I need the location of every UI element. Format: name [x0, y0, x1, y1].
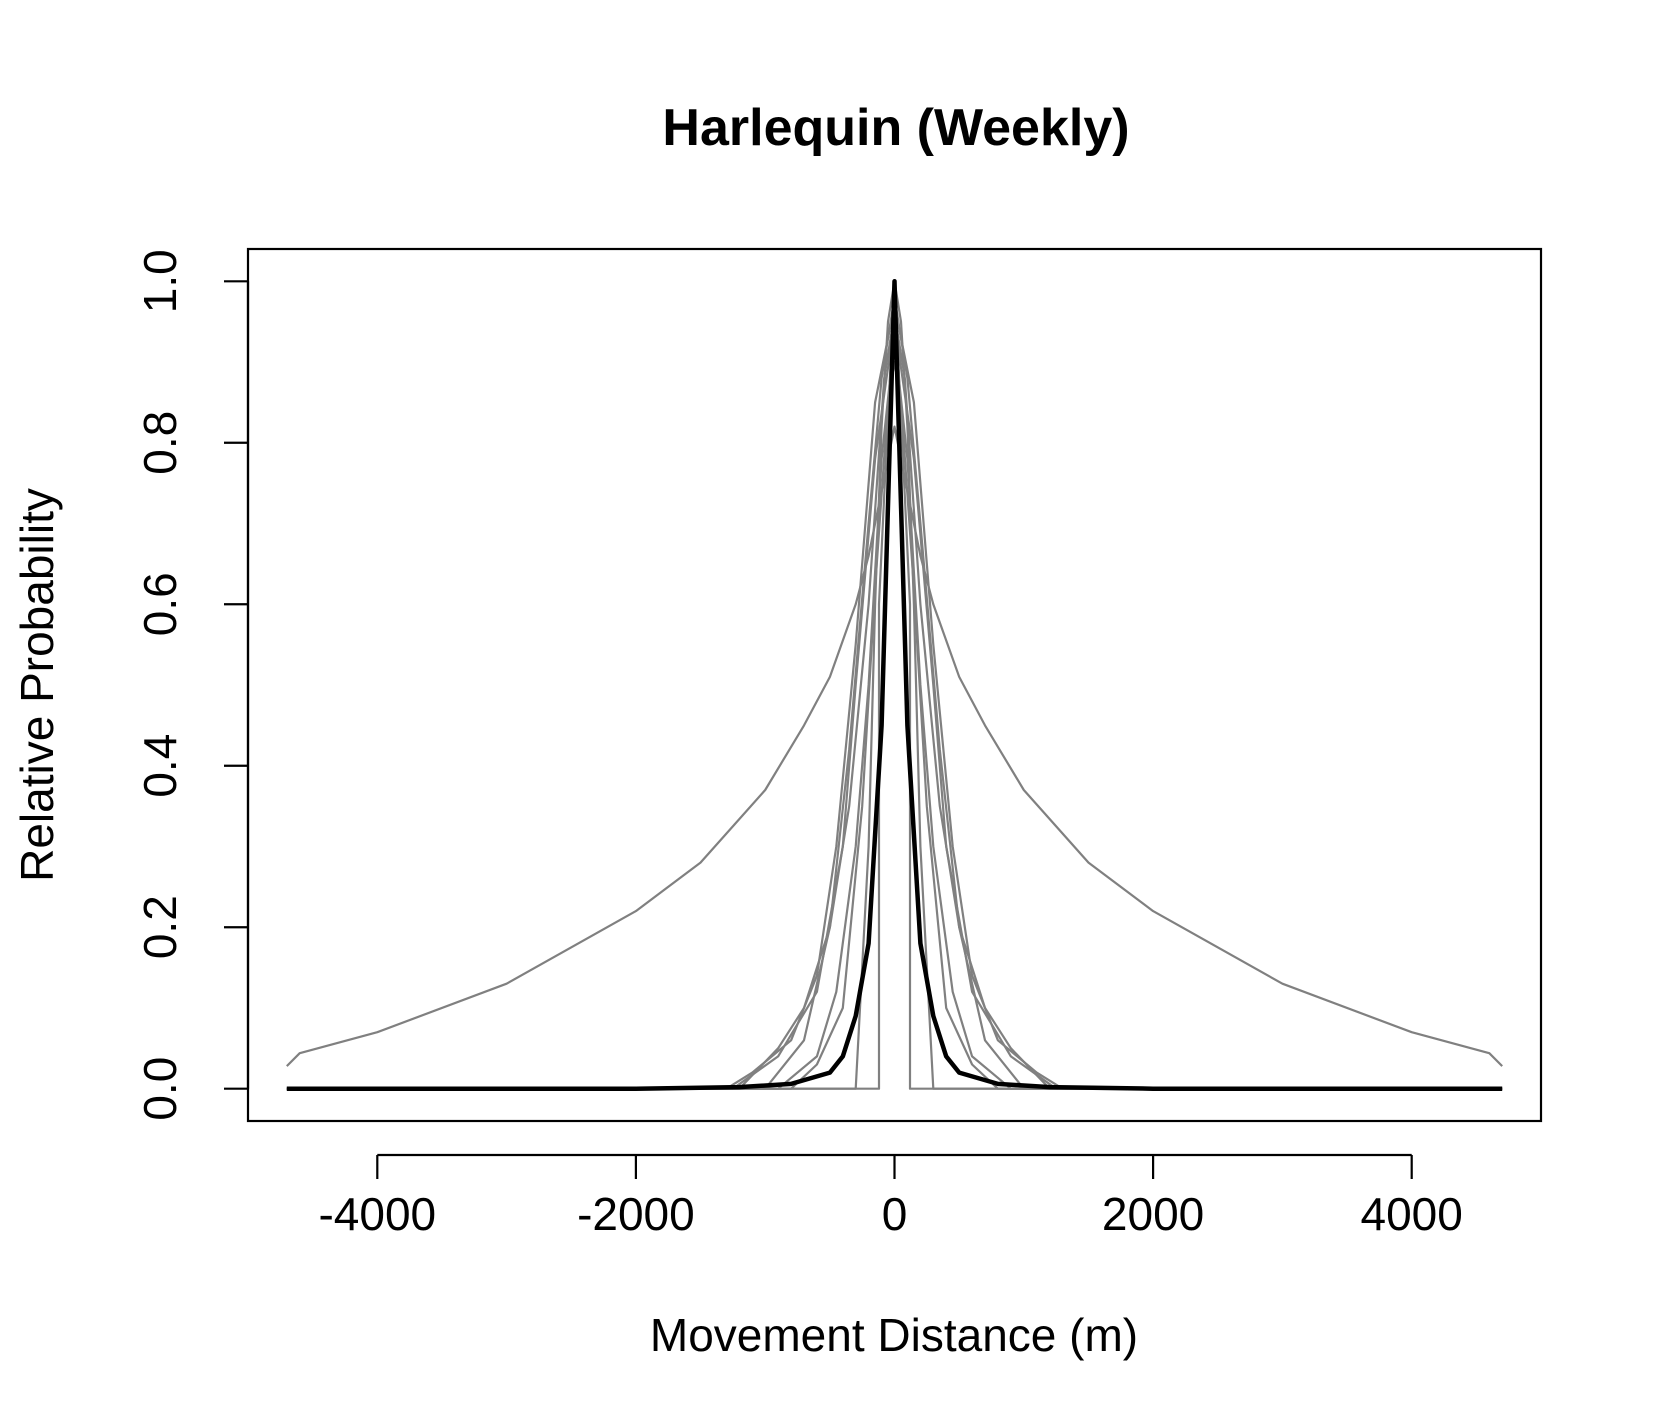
series-line-1: [286, 425, 1503, 1067]
series-line-5: [286, 304, 1503, 1090]
x-axis-label: Movement Distance (m): [650, 1309, 1138, 1361]
plot-frame: [246, 247, 1543, 1123]
series-lines: [286, 279, 1503, 1091]
series-line-7: [286, 336, 1503, 1090]
series-line-8: [286, 360, 1503, 1090]
series-line-6: [286, 296, 1503, 1090]
x-tick-label: 4000: [1361, 1188, 1463, 1240]
y-tick-label: 0.6: [134, 572, 186, 636]
series-line-4: [286, 320, 1503, 1090]
y-tick-label: 0.8: [134, 411, 186, 475]
series-line-3: [286, 280, 1503, 1090]
x-tick-label: -4000: [318, 1188, 436, 1240]
y-axis-label: Relative Probability: [11, 488, 63, 882]
chart-title: Harlequin (Weekly): [662, 99, 1129, 157]
y-axis: 0.0 0.2 0.4 0.6 0.8 1.0: [134, 249, 250, 1121]
x-tick-label: 0: [882, 1188, 908, 1240]
y-tick-label: 1.0: [134, 249, 186, 313]
x-axis: -4000 -2000 0 2000 4000: [318, 1153, 1463, 1240]
y-tick-label: 0.4: [134, 734, 186, 798]
series-line-mean: [286, 279, 1503, 1091]
y-tick-label: 0.2: [134, 895, 186, 959]
series-line-2: [286, 280, 1503, 1090]
x-tick-label: -2000: [577, 1188, 695, 1240]
y-tick-label: 0.0: [134, 1057, 186, 1121]
x-tick-label: 2000: [1102, 1188, 1204, 1240]
